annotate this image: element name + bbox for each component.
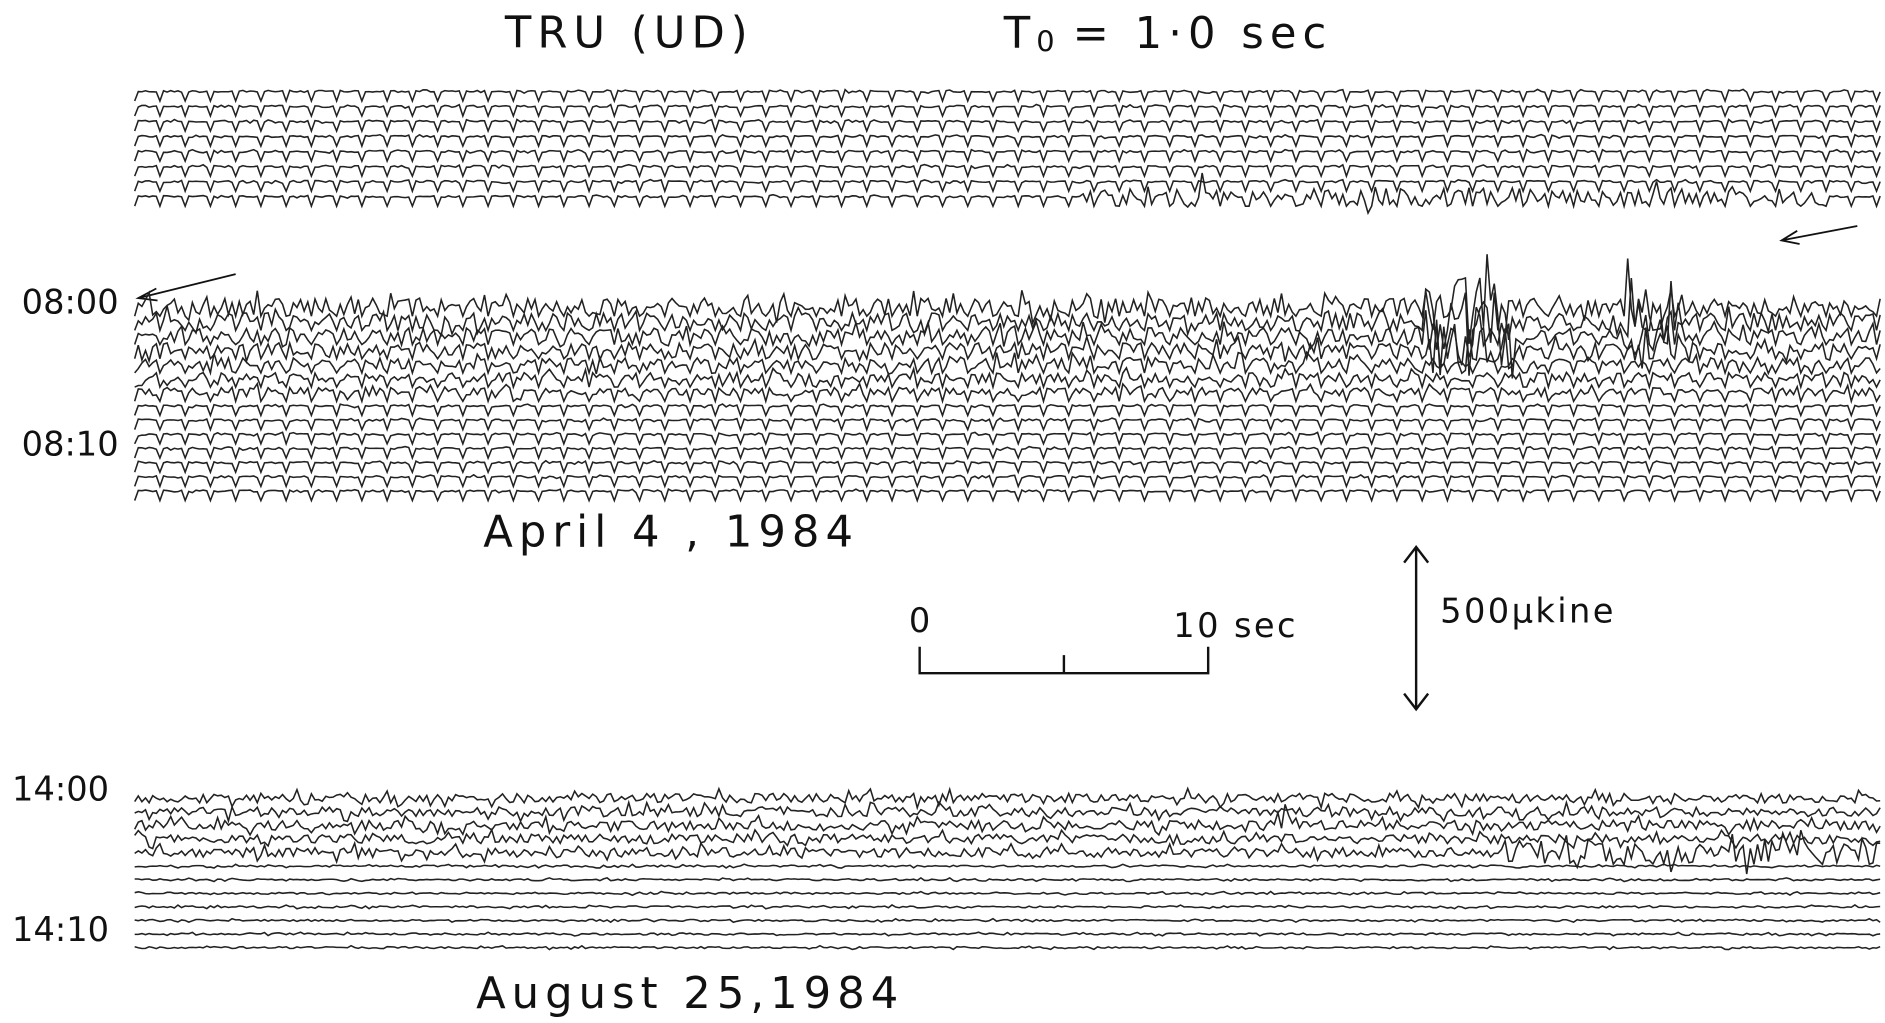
- trace: [133, 488, 1881, 504]
- trace: [133, 172, 1881, 216]
- traces: [133, 88, 1881, 951]
- scale-start: 0: [909, 601, 933, 640]
- trace: [134, 917, 1881, 924]
- trace: [134, 786, 1881, 811]
- trace: [134, 350, 1881, 377]
- trace: [134, 829, 1881, 875]
- trace: [133, 277, 1881, 376]
- period-subscript: 0: [1036, 24, 1060, 58]
- trace: [133, 118, 1881, 134]
- trace: [134, 827, 1881, 850]
- arrow: [135, 273, 236, 302]
- trace: [134, 876, 1881, 883]
- scale-amplitude: 500μkine: [1440, 592, 1616, 631]
- trace: [133, 103, 1881, 119]
- trace: [133, 381, 1881, 405]
- time-label: 08:00: [22, 283, 119, 322]
- period: T0 = 1·0 sec: [1003, 9, 1332, 59]
- trace: [133, 804, 1881, 837]
- time-label: 08:10: [22, 424, 119, 463]
- time-scale-bar: [918, 646, 1210, 675]
- date: April 4 , 1984: [483, 507, 859, 557]
- trace: [133, 459, 1881, 475]
- trace: [134, 944, 1881, 951]
- trace: [133, 178, 1881, 194]
- trace: [133, 473, 1881, 489]
- time-label: 14:10: [12, 910, 109, 949]
- trace: [133, 445, 1881, 461]
- station: TRU (UD): [504, 9, 754, 59]
- trace: [133, 417, 1881, 433]
- trace: [134, 890, 1881, 897]
- trace: [133, 163, 1881, 179]
- trace: [134, 366, 1881, 391]
- trace: [133, 254, 1881, 366]
- trace: [134, 931, 1881, 937]
- trace: [134, 904, 1881, 910]
- trace: [133, 133, 1881, 149]
- trace: [134, 799, 1881, 824]
- trace: [134, 863, 1881, 869]
- period-symbol: T: [1003, 9, 1036, 59]
- scale-end: 10 sec: [1173, 606, 1298, 645]
- arrow: [1779, 225, 1858, 245]
- trace: [133, 306, 1881, 379]
- trace: [133, 88, 1881, 104]
- date: August 25,1984: [476, 969, 904, 1019]
- time-label: 14:00: [12, 769, 109, 808]
- trace: [133, 431, 1881, 447]
- trace: [133, 403, 1881, 418]
- trace: [133, 148, 1881, 164]
- period-value: = 1·0 sec: [1073, 9, 1333, 59]
- amplitude-arrow: [1403, 544, 1430, 712]
